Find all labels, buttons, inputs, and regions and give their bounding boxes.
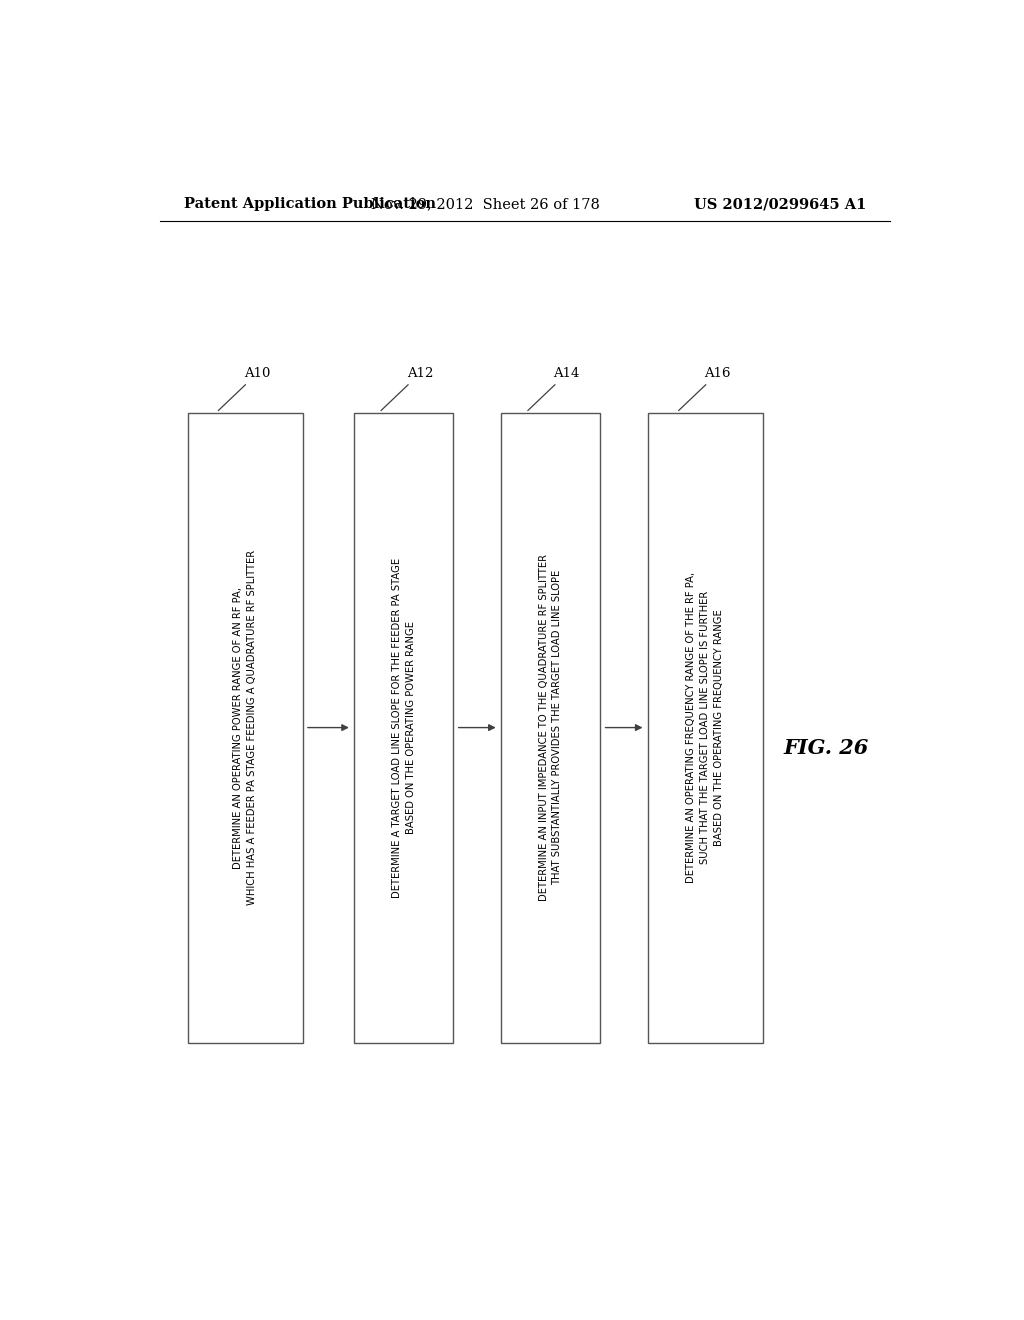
Text: FIG. 26: FIG. 26 <box>783 738 869 758</box>
Text: DETERMINE A TARGET LOAD LINE SLOPE FOR THE FEEDER PA STAGE
BASED ON THE OPERATIN: DETERMINE A TARGET LOAD LINE SLOPE FOR T… <box>392 557 416 898</box>
Bar <box>501 413 600 1043</box>
Text: Patent Application Publication: Patent Application Publication <box>183 197 435 211</box>
Text: US 2012/0299645 A1: US 2012/0299645 A1 <box>693 197 866 211</box>
Text: Nov. 29, 2012  Sheet 26 of 178: Nov. 29, 2012 Sheet 26 of 178 <box>371 197 600 211</box>
Text: A12: A12 <box>381 367 433 411</box>
Text: A14: A14 <box>527 367 580 411</box>
Text: A10: A10 <box>218 367 270 411</box>
Bar <box>187 413 303 1043</box>
Text: DETERMINE AN OPERATING POWER RANGE OF AN RF PA,
WHICH HAS A FEEDER PA STAGE FEED: DETERMINE AN OPERATING POWER RANGE OF AN… <box>233 550 257 906</box>
Bar <box>354 413 454 1043</box>
Text: DETERMINE AN OPERATING FREQUENCY RANGE OF THE RF PA,
SUCH THAT THE TARGET LOAD L: DETERMINE AN OPERATING FREQUENCY RANGE O… <box>686 572 724 883</box>
Bar <box>648 413 763 1043</box>
Text: A16: A16 <box>679 367 731 411</box>
Text: DETERMINE AN INPUT IMPEDANCE TO THE QUADRATURE RF SPLITTER
THAT SUBSTANTIALLY PR: DETERMINE AN INPUT IMPEDANCE TO THE QUAD… <box>539 554 562 902</box>
